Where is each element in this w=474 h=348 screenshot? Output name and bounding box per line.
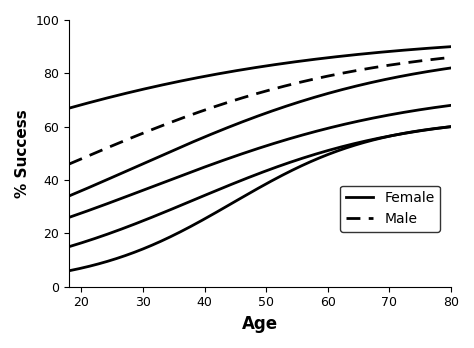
Y-axis label: % Success: % Success bbox=[15, 109, 30, 198]
Legend: Female, Male: Female, Male bbox=[340, 186, 440, 232]
X-axis label: Age: Age bbox=[242, 315, 278, 333]
